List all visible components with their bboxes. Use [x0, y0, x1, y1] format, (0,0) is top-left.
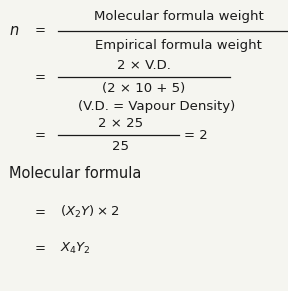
Text: $X_4Y_2$: $X_4Y_2$ — [60, 241, 91, 256]
Text: 25: 25 — [112, 141, 130, 153]
Text: =: = — [35, 71, 46, 84]
Text: =: = — [35, 24, 46, 37]
Text: (V.D. = Vapour Density): (V.D. = Vapour Density) — [78, 100, 235, 113]
Text: = 2: = 2 — [184, 129, 208, 142]
Text: Molecular formula: Molecular formula — [9, 166, 141, 181]
Text: Empirical formula weight: Empirical formula weight — [95, 39, 262, 52]
Text: =: = — [35, 129, 46, 142]
Text: 2 × 25: 2 × 25 — [98, 117, 143, 130]
Text: =: = — [35, 206, 46, 219]
Text: (2 × 10 + 5): (2 × 10 + 5) — [102, 82, 186, 95]
Text: $n$: $n$ — [9, 23, 19, 38]
Text: $(X_2Y) \times 2$: $(X_2Y) \times 2$ — [60, 204, 120, 221]
Text: =: = — [35, 242, 46, 255]
Text: Molecular formula weight: Molecular formula weight — [94, 10, 264, 22]
Text: 2 × V.D.: 2 × V.D. — [117, 59, 171, 72]
